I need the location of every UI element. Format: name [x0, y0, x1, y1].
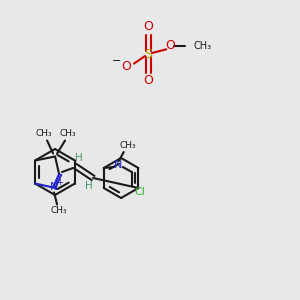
- Text: CH₃: CH₃: [51, 206, 68, 215]
- Text: N: N: [114, 160, 122, 170]
- Text: S: S: [144, 47, 152, 61]
- Text: O: O: [121, 60, 131, 73]
- Text: CH₃: CH₃: [193, 41, 212, 51]
- Text: O: O: [165, 39, 175, 52]
- Text: CH₃: CH₃: [119, 142, 136, 151]
- Text: +: +: [57, 178, 64, 187]
- Text: −: −: [112, 56, 122, 66]
- Text: O: O: [143, 74, 153, 88]
- Text: N: N: [50, 182, 58, 193]
- Text: CH₃: CH₃: [60, 129, 76, 138]
- Text: H: H: [85, 181, 93, 191]
- Text: Cl: Cl: [135, 187, 146, 197]
- Text: H: H: [75, 153, 83, 163]
- Text: O: O: [143, 20, 153, 34]
- Text: CH₃: CH₃: [36, 129, 52, 138]
